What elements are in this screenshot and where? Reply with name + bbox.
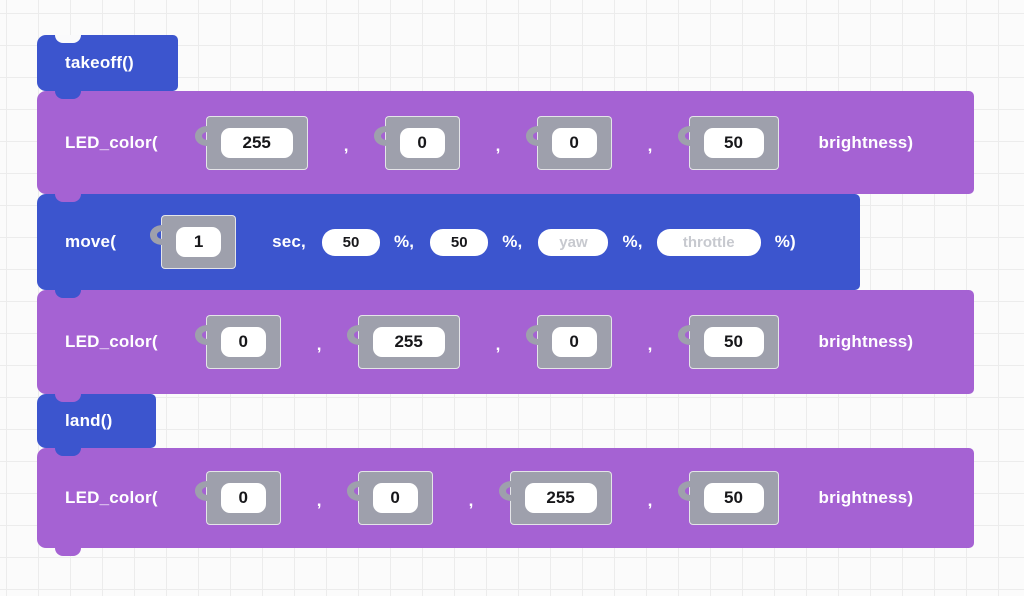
block-label: land() [65, 411, 113, 430]
bottom-connector [55, 547, 81, 556]
comma-separator: , [316, 335, 322, 354]
bottom-connector [55, 289, 81, 298]
number-input-red[interactable] [220, 483, 266, 513]
comma-separator: , [316, 491, 322, 510]
block-label-suffix: brightness) [818, 132, 914, 152]
bottom-connector [55, 393, 81, 402]
number-input-green[interactable] [372, 483, 418, 513]
block-land[interactable]: land() [37, 394, 156, 456]
number-input-brightness[interactable] [703, 127, 764, 158]
percent-close-label: %) [774, 232, 796, 251]
value-slot-blue[interactable] [498, 471, 612, 525]
value-slot-red[interactable] [194, 315, 281, 369]
puzzle-tab-icon [194, 125, 208, 146]
bottom-connector [55, 90, 81, 99]
bottom-connector [55, 193, 81, 202]
bottom-connector [55, 447, 81, 456]
value-slot-blue[interactable] [525, 315, 612, 369]
block-led-color-3[interactable]: LED_color( , , , brightness) [37, 448, 974, 556]
number-input-blue[interactable] [524, 483, 597, 513]
value-slot-green[interactable] [346, 471, 433, 525]
puzzle-tab-icon [677, 481, 691, 501]
comma-separator: , [647, 491, 653, 510]
percent-label: %, [622, 232, 643, 251]
top-notch [55, 35, 81, 43]
comma-separator: , [343, 135, 349, 155]
number-input-brightness[interactable] [703, 483, 764, 513]
number-input-duration[interactable] [176, 227, 222, 257]
block-label-suffix: brightness) [818, 332, 914, 351]
percent-label: %, [502, 232, 523, 251]
pitch-input[interactable] [430, 228, 489, 256]
value-slot-red[interactable] [194, 115, 308, 170]
value-slot-brightness[interactable] [677, 115, 779, 170]
percent-label: %, [393, 232, 415, 251]
number-input-brightness[interactable] [703, 327, 764, 357]
puzzle-tab-icon [677, 325, 691, 345]
comma-separator: , [495, 135, 501, 155]
puzzle-tab-icon [677, 125, 691, 146]
value-slot-red[interactable] [194, 471, 281, 525]
sec-label: sec, [272, 232, 306, 251]
puzzle-tab-icon [194, 481, 208, 501]
number-input-green[interactable] [399, 127, 445, 158]
block-label: LED_color( [65, 332, 158, 351]
number-input-blue[interactable] [551, 127, 597, 158]
puzzle-tab-icon [150, 225, 164, 245]
comma-separator: , [647, 135, 653, 155]
number-input-red[interactable] [220, 127, 293, 158]
puzzle-tab-icon [525, 125, 539, 146]
value-slot-duration[interactable] [150, 215, 237, 269]
block-label: LED_color( [65, 132, 158, 152]
block-led-color-2[interactable]: LED_color( , , , brightness) [37, 290, 974, 402]
number-input-red[interactable] [220, 327, 266, 357]
number-input-blue[interactable] [551, 327, 597, 357]
block-led-color-1[interactable]: LED_color( , , , brightness) [37, 91, 974, 202]
roll-input[interactable] [321, 228, 380, 256]
comma-separator: , [468, 491, 474, 510]
puzzle-tab-icon [194, 325, 208, 345]
puzzle-tab-icon [346, 325, 360, 345]
block-label: move( [65, 232, 117, 251]
comma-separator: , [495, 335, 501, 354]
puzzle-tab-icon [525, 325, 539, 345]
value-slot-blue[interactable] [525, 115, 612, 170]
puzzle-tab-icon [346, 481, 360, 501]
comma-separator: , [647, 335, 653, 354]
yaw-input[interactable] [538, 228, 609, 256]
puzzle-tab-icon [498, 481, 512, 501]
value-slot-green[interactable] [346, 315, 460, 369]
block-label: takeoff() [65, 53, 134, 72]
puzzle-tab-icon [373, 125, 387, 146]
block-move[interactable]: move( sec, %, %, %, %) [37, 194, 860, 298]
value-slot-green[interactable] [373, 115, 460, 170]
block-takeoff[interactable]: takeoff() [37, 35, 178, 99]
number-input-green[interactable] [372, 327, 445, 357]
block-label: LED_color( [65, 488, 158, 507]
throttle-input[interactable] [656, 228, 761, 256]
value-slot-brightness[interactable] [677, 315, 779, 369]
block-label-suffix: brightness) [818, 488, 914, 507]
value-slot-brightness[interactable] [677, 471, 779, 525]
